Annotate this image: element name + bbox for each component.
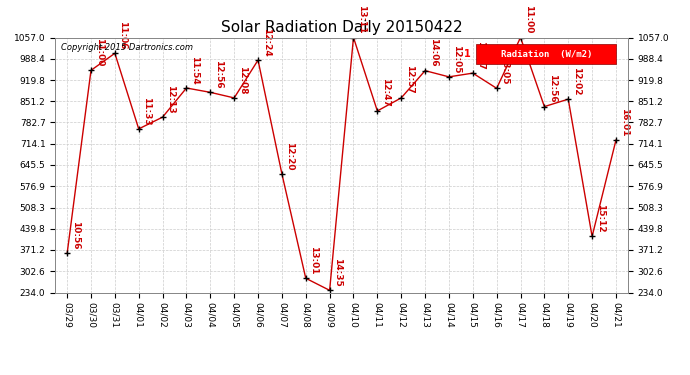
Text: 11:06: 11:06 [119,21,128,50]
Text: 15:12: 15:12 [595,204,604,233]
Text: 14:06: 14:06 [428,38,437,67]
Text: 13:01: 13:01 [309,246,318,274]
Text: 11:00: 11:00 [95,38,103,67]
FancyBboxPatch shape [476,44,616,64]
Text: 13:11: 13:11 [357,5,366,34]
Text: Copyright 2015 Dartronics.com: Copyright 2015 Dartronics.com [61,43,193,52]
Text: 12:56: 12:56 [214,60,223,88]
Text: 12:02: 12:02 [572,67,581,96]
Text: 16:01: 16:01 [620,108,629,136]
Text: 12:47: 12:47 [381,78,390,107]
Text: 12:24: 12:24 [262,28,270,56]
Title: Solar Radiation Daily 20150422: Solar Radiation Daily 20150422 [221,20,462,35]
Text: 12:08: 12:08 [238,66,247,94]
Text: 1: 1 [464,49,471,59]
Text: 13:05: 13:05 [500,56,509,85]
Text: 11:54: 11:54 [190,56,199,84]
Text: 14:35: 14:35 [333,258,342,286]
Text: Radiation  (W/m2): Radiation (W/m2) [501,50,592,58]
Text: 10:56: 10:56 [70,221,80,250]
Text: 12:57: 12:57 [405,66,414,94]
Text: 14:27: 14:27 [476,40,485,69]
Text: 12:13: 12:13 [166,85,175,113]
Text: 12:20: 12:20 [286,142,295,170]
Text: 12:05: 12:05 [453,45,462,73]
Text: 11:33: 11:33 [142,96,151,125]
Text: 12:56: 12:56 [548,74,557,103]
Text: 11:00: 11:00 [524,5,533,34]
